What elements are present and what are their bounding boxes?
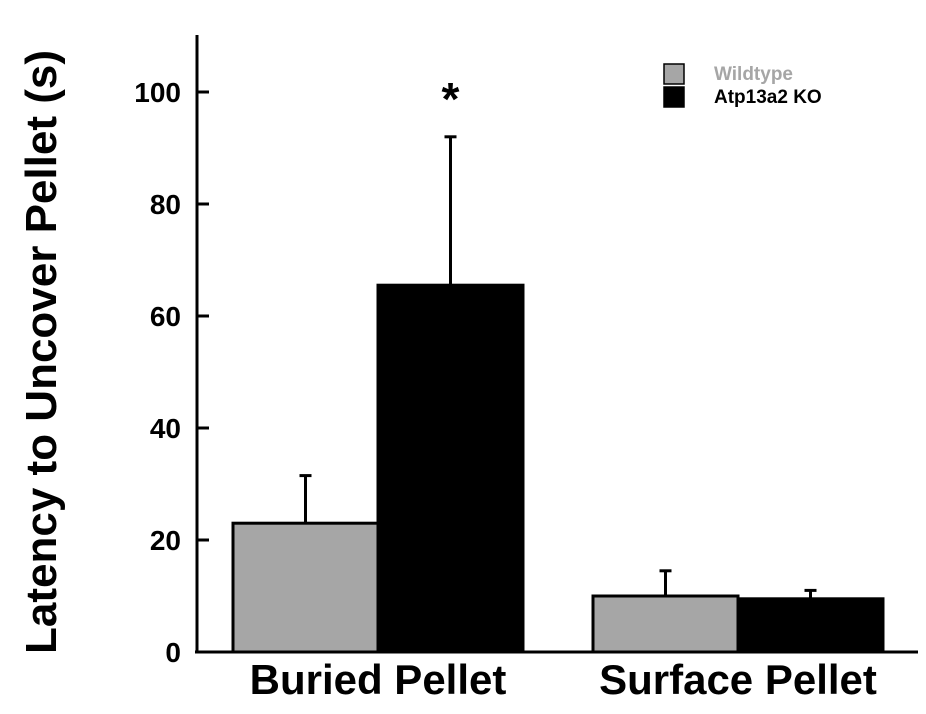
legend-swatch	[664, 64, 684, 84]
legend-label: Wildtype	[714, 64, 793, 85]
bar	[593, 596, 738, 652]
significance-star: *	[442, 73, 460, 125]
y-axis-title: Latency to Uncover Pellet (s)	[17, 50, 66, 654]
bars	[233, 285, 883, 652]
annotations: *	[442, 73, 460, 125]
bar-chart: 0 20 40 60 80 100 Buried Pellet Surface Pellet…	[0, 0, 926, 714]
x-category-label: Buried Pellet	[250, 656, 507, 703]
x-axis: Buried Pellet Surface Pellet	[195, 652, 918, 703]
y-tick-label: 60	[150, 301, 181, 332]
y-axis: 0 20 40 60 80 100	[134, 35, 209, 668]
bar	[378, 285, 523, 652]
y-tick-label: 100	[134, 77, 181, 108]
legend-swatch	[664, 87, 684, 107]
bar	[738, 599, 883, 652]
bar	[233, 523, 378, 652]
legend-label: Atp13a2 KO	[714, 87, 822, 108]
x-category-label: Surface Pellet	[599, 656, 877, 703]
y-tick-label: 80	[150, 189, 181, 220]
y-tick-label: 20	[150, 525, 181, 556]
y-tick-label: 40	[150, 413, 181, 444]
y-tick-label: 0	[165, 637, 181, 668]
